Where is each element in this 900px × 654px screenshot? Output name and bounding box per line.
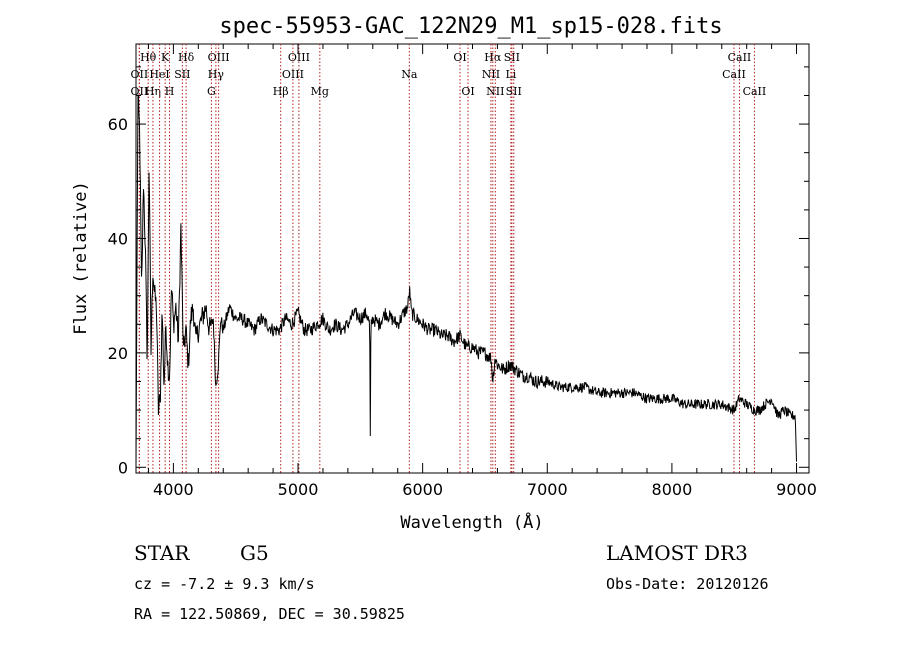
line-marker-label: OI bbox=[461, 85, 474, 98]
y-tick-label: 60 bbox=[108, 115, 128, 134]
line-marker-label: Hθ bbox=[140, 51, 157, 64]
line-marker-label: CaII bbox=[722, 68, 746, 81]
x-tick-label: 7000 bbox=[527, 480, 568, 499]
redshift-text: cz = -7.2 ± 9.3 km/s bbox=[134, 575, 315, 593]
line-marker-label: SII bbox=[504, 51, 520, 64]
line-marker-label: Hβ bbox=[273, 85, 289, 98]
line-marker-label: Na bbox=[401, 68, 418, 81]
obs-date: Obs-Date: 20120126 bbox=[606, 575, 769, 593]
axis-ticks: 4000 5000 6000 7000 8000 9000 0 20 40 60 bbox=[108, 44, 817, 499]
x-tick-label: 9000 bbox=[776, 480, 817, 499]
line-marker-label: NII bbox=[486, 85, 504, 98]
line-marker-label: OII bbox=[131, 68, 149, 81]
x-tick-label: 5000 bbox=[278, 480, 319, 499]
line-marker-label: OII bbox=[131, 85, 149, 98]
line-marker-label: CaII bbox=[728, 51, 752, 64]
coordinates-text: RA = 122.50869, DEC = 30.59825 bbox=[134, 605, 405, 623]
line-marker-label: OIII bbox=[282, 68, 304, 81]
line-marker-label: CaII bbox=[743, 85, 767, 98]
line-marker-label: Hα bbox=[484, 51, 502, 64]
line-marker-label: Li bbox=[505, 68, 516, 81]
x-tick-label: 8000 bbox=[652, 480, 693, 499]
survey-name: LAMOST DR3 bbox=[606, 541, 748, 565]
y-tick-label: 0 bbox=[118, 458, 128, 477]
object-subclass: G5 bbox=[240, 541, 269, 565]
line-marker-label: NII bbox=[482, 68, 500, 81]
y-tick-label: 20 bbox=[108, 344, 128, 363]
y-tick-label: 40 bbox=[108, 229, 128, 248]
plot-frame bbox=[135, 43, 810, 474]
line-marker-label: SII bbox=[174, 68, 190, 81]
y-axis-label: Flux (relative) bbox=[71, 181, 91, 335]
line-marker-label: Hγ bbox=[208, 68, 225, 81]
line-marker-label: OIII bbox=[288, 51, 310, 64]
object-class: STAR bbox=[134, 541, 190, 565]
line-marker-label: Hδ bbox=[178, 51, 195, 64]
line-marker-label: K bbox=[161, 51, 170, 64]
line-marker-label: H bbox=[165, 85, 175, 98]
line-marker-label: OIII bbox=[208, 51, 230, 64]
line-marker-label: G bbox=[207, 85, 216, 98]
line-marker-label: Mg bbox=[311, 85, 329, 98]
chart-title: spec-55953-GAC_122N29_M1_sp15-028.fits bbox=[219, 14, 722, 39]
line-marker-label: HeI bbox=[149, 68, 169, 81]
x-tick-label: 4000 bbox=[153, 480, 194, 499]
line-marker-label: SII bbox=[506, 85, 522, 98]
x-tick-label: 6000 bbox=[402, 480, 443, 499]
flux-series-line bbox=[135, 94, 797, 468]
line-marker-label: OI bbox=[453, 51, 466, 64]
line-marker-label: Hη bbox=[145, 85, 161, 98]
x-axis-label: Wavelength (Å) bbox=[400, 511, 543, 533]
